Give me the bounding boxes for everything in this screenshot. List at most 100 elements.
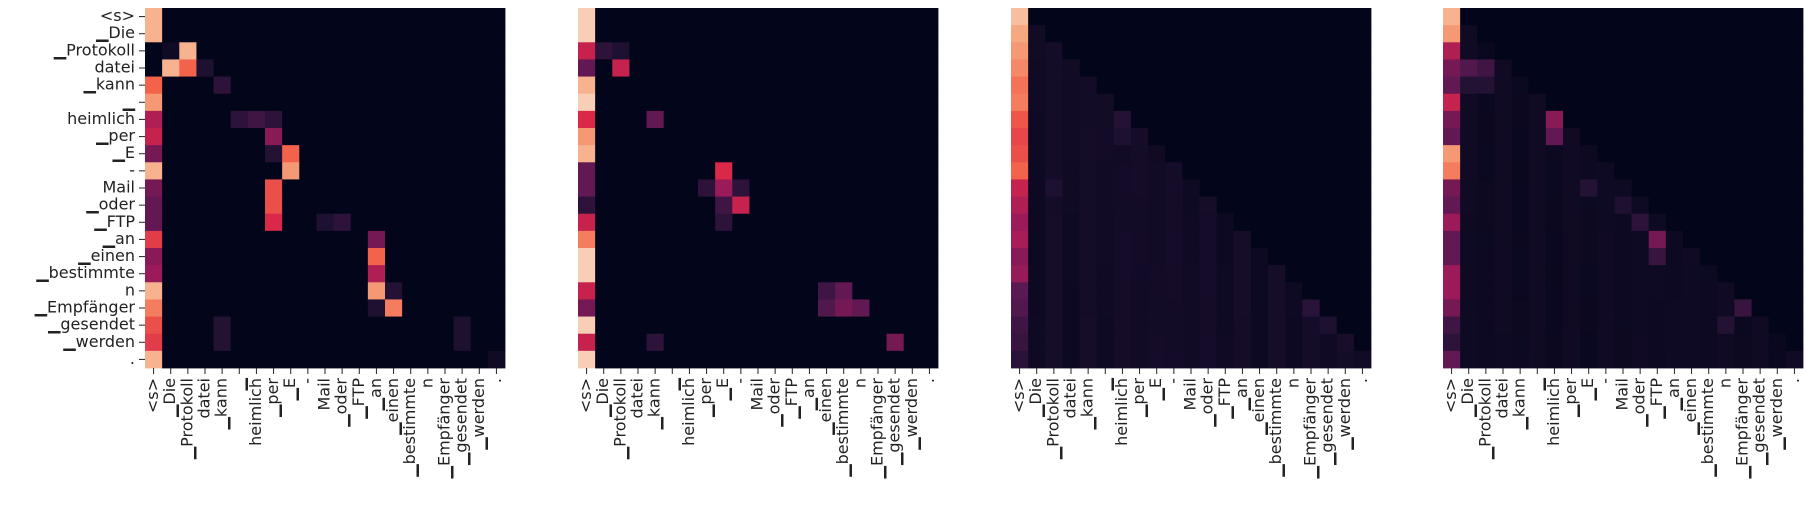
x-tick-label: ▁einen (816, 378, 835, 436)
heatmap-cell (385, 145, 403, 163)
heatmap-cell (800, 76, 819, 95)
heatmap-cell (1336, 145, 1355, 163)
heatmap-cell (903, 248, 922, 266)
heatmap-cell (1648, 179, 1667, 197)
heatmap-cell (578, 76, 596, 95)
heatmap-cell (282, 248, 300, 266)
heatmap-cell (1614, 230, 1632, 249)
heatmap-cell (1199, 25, 1218, 43)
heatmap-cell (1665, 350, 1684, 369)
heatmap-cell (1768, 213, 1787, 232)
heatmap-cell (1028, 350, 1046, 369)
heatmap-cell (595, 179, 613, 197)
heatmap-cell (385, 42, 403, 60)
heatmap-cell (419, 162, 437, 180)
heatmap-cell (1319, 128, 1338, 146)
heatmap-cell (1665, 282, 1684, 300)
x-tick-label: ▁an (1664, 378, 1683, 411)
heatmap-cell (1096, 42, 1115, 60)
heatmap-cell (436, 248, 454, 266)
heatmap-cell (1597, 110, 1615, 129)
heatmap-cell (1580, 110, 1598, 129)
heatmap-cell (1768, 8, 1787, 26)
heatmap-cell (162, 128, 180, 146)
heatmap-cell (1580, 350, 1598, 369)
heatmap-cell (646, 162, 665, 180)
heatmap-cell (629, 196, 647, 215)
heatmap-cell (1285, 299, 1303, 317)
heatmap-cell (1062, 316, 1080, 335)
heatmap-cell (920, 42, 939, 60)
heatmap-cell (145, 196, 163, 215)
heatmap-cell (1148, 42, 1166, 60)
heatmap-cell (470, 162, 489, 180)
heatmap-cell (1285, 145, 1303, 163)
heatmap-cell (299, 350, 317, 369)
heatmap-cell (1182, 230, 1200, 249)
heatmap-cell (1631, 25, 1650, 43)
heatmap-cell (402, 93, 420, 112)
heatmap-cell (886, 333, 905, 352)
heatmap-cell (612, 196, 630, 215)
heatmap-cell (1683, 265, 1701, 283)
heatmap-cell (783, 248, 802, 266)
heatmap-cell (1494, 333, 1512, 352)
heatmap-cell (663, 42, 682, 60)
heatmap-cell (852, 8, 870, 26)
heatmap-cell (1182, 42, 1200, 60)
heatmap-cell (800, 230, 819, 249)
heatmap-cell (316, 350, 334, 369)
heatmap-cell (578, 282, 596, 300)
heatmap-cell (1199, 128, 1218, 146)
heatmap-cell (487, 25, 506, 43)
heatmap-cell (680, 179, 699, 197)
y-tick-label: ▁gesendet (47, 315, 135, 334)
heatmap-cell (852, 230, 870, 249)
heatmap-cell (1665, 110, 1684, 129)
heatmap-cell (367, 350, 386, 369)
heatmap-cell (1683, 25, 1701, 43)
heatmap-cell (282, 128, 300, 146)
heatmap-cell (1285, 8, 1303, 26)
heatmap-cell (800, 316, 819, 335)
heatmap-cell (1751, 350, 1770, 369)
heatmap-cell (162, 145, 180, 163)
heatmap-cell (835, 162, 853, 180)
heatmap-cell (145, 265, 163, 283)
heatmap-cell (629, 179, 647, 197)
y-tick-label: . (130, 349, 135, 368)
heatmap-cell (1302, 128, 1320, 146)
heatmap-cell (1700, 25, 1718, 43)
heatmap-cell (1700, 196, 1718, 215)
heatmap-cell (1528, 110, 1547, 129)
heatmap-cell (835, 316, 853, 335)
heatmap-cell (299, 145, 317, 163)
heatmap-cell (230, 42, 249, 60)
heatmap-cell (749, 248, 767, 266)
heatmap-cell (715, 145, 733, 163)
heatmap-cell (612, 350, 630, 369)
heatmap-cell (578, 248, 596, 266)
heatmap-cell (1734, 196, 1752, 215)
heatmap-cell (629, 282, 647, 300)
heatmap-cell (367, 299, 386, 317)
heatmap-cell (1131, 196, 1149, 215)
x-tick-label: ▁FTP (1647, 378, 1666, 420)
heatmap-cell (230, 316, 249, 335)
heatmap-cell (333, 282, 352, 300)
heatmap-cell (367, 42, 386, 60)
heatmap-cell (1494, 248, 1512, 266)
heatmap-cell (333, 316, 352, 335)
heatmap-cell (385, 316, 403, 335)
heatmap-cell (1563, 230, 1581, 249)
heatmap-cell (1717, 265, 1735, 283)
heatmap-cell (869, 316, 887, 335)
heatmap-cell (453, 93, 472, 112)
heatmap-cell (470, 128, 489, 146)
heatmap-cell (1353, 299, 1372, 317)
heatmap-cell (818, 213, 836, 232)
x-tick-label: ▁bestimmte (1266, 378, 1285, 478)
heatmap-cell (1268, 350, 1286, 369)
heatmap-cell (595, 333, 613, 352)
heatmap-cell (1460, 196, 1478, 215)
